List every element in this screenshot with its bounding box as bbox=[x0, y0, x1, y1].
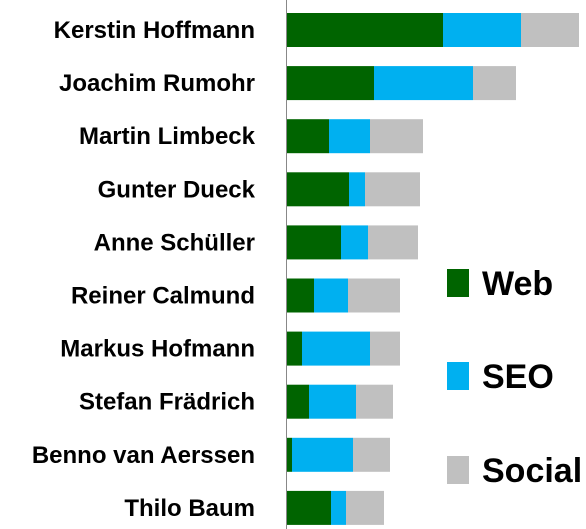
legend-swatch-seo bbox=[447, 362, 469, 390]
category-labels: Kerstin Hoffmann Joachim Rumohr Martin Lim… bbox=[32, 17, 256, 522]
bar-web-anne-sch-ller bbox=[286, 225, 341, 260]
bar-social-stefan-fr-drich bbox=[356, 384, 393, 419]
bars bbox=[286, 13, 579, 525]
legend-label-social: Social bbox=[482, 452, 582, 490]
bar-social-kerstin-hoffmann bbox=[521, 13, 579, 47]
bar-web-stefan-fr-drich bbox=[286, 384, 309, 419]
legend-label-seo: SEO bbox=[482, 358, 554, 396]
category-label: Thilo Baum bbox=[124, 495, 255, 522]
bar-web-thilo-baum bbox=[286, 490, 331, 525]
bar-seo-gunter-dueck bbox=[349, 172, 365, 207]
bar-seo-thilo-baum bbox=[331, 490, 346, 525]
bar-social-benno-van-aerssen bbox=[353, 437, 390, 472]
bar-web-markus-hofmann bbox=[286, 331, 302, 366]
bar-social-joachim-rumohr bbox=[473, 66, 516, 101]
bar-social-anne-sch-ller bbox=[368, 225, 418, 260]
bar-seo-kerstin-hoffmann bbox=[443, 13, 521, 47]
bar-web-benno-van-aerssen bbox=[286, 437, 292, 472]
legend-swatch-web bbox=[447, 269, 469, 297]
bar-social-martin-limbeck bbox=[370, 119, 423, 154]
bar-seo-stefan-fr-drich bbox=[309, 384, 356, 419]
category-label: Markus Hofmann bbox=[60, 336, 255, 363]
bar-seo-anne-sch-ller bbox=[341, 225, 368, 260]
category-label: Anne Schüller bbox=[94, 229, 255, 256]
category-label: Kerstin Hoffmann bbox=[54, 17, 255, 44]
bar-social-thilo-baum bbox=[346, 490, 384, 525]
bar-web-martin-limbeck bbox=[286, 119, 329, 154]
bar-web-kerstin-hoffmann bbox=[286, 13, 443, 47]
category-label: Benno van Aerssen bbox=[32, 442, 255, 469]
bar-web-reiner-calmund bbox=[286, 278, 314, 313]
category-label: Reiner Calmund bbox=[71, 283, 255, 310]
bar-social-reiner-calmund bbox=[348, 278, 400, 313]
bar-seo-markus-hofmann bbox=[302, 331, 370, 366]
bar-web-joachim-rumohr bbox=[286, 66, 374, 101]
category-label: Joachim Rumohr bbox=[59, 70, 255, 97]
legend-swatch-social bbox=[447, 456, 469, 484]
legend-label-web: Web bbox=[482, 265, 553, 303]
bar-social-gunter-dueck bbox=[365, 172, 420, 207]
legend: Web SEO Social bbox=[447, 265, 582, 490]
category-label: Stefan Frädrich bbox=[79, 389, 255, 416]
bar-social-markus-hofmann bbox=[370, 331, 400, 366]
bar-seo-joachim-rumohr bbox=[374, 66, 473, 101]
category-label: Martin Limbeck bbox=[79, 123, 256, 150]
bar-seo-reiner-calmund bbox=[314, 278, 348, 313]
bar-web-gunter-dueck bbox=[286, 172, 349, 207]
category-label: Gunter Dueck bbox=[98, 176, 256, 203]
bar-seo-benno-van-aerssen bbox=[292, 437, 353, 472]
bar-seo-martin-limbeck bbox=[329, 119, 370, 154]
